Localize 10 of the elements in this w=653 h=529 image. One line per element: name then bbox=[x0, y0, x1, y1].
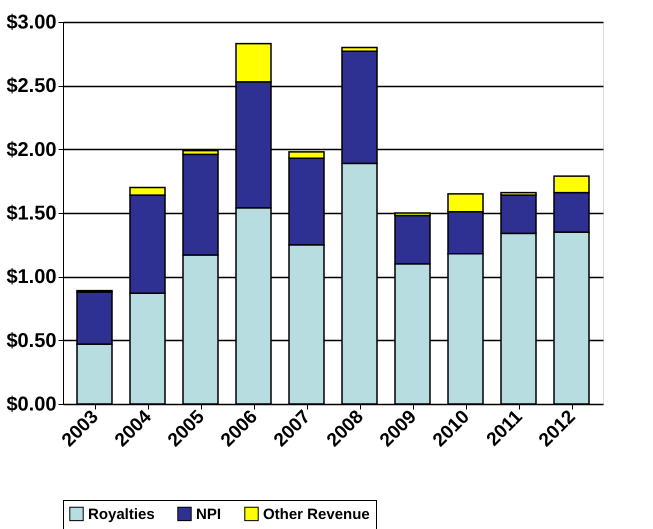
legend-label: Royalties bbox=[88, 506, 155, 523]
y-tick-label: $1.00 bbox=[6, 266, 56, 288]
y-tick-label: $0.00 bbox=[6, 394, 56, 416]
y-tick-label: $0.50 bbox=[6, 330, 56, 352]
y-tick-label: $1.50 bbox=[6, 202, 56, 224]
legend-label: Other Revenue bbox=[263, 506, 370, 523]
y-tick-label: $2.00 bbox=[6, 138, 56, 161]
legend-label: NPI bbox=[196, 506, 222, 523]
y-tick-label: $2.50 bbox=[6, 75, 56, 98]
y-tick-label: $3.00 bbox=[6, 12, 56, 34]
